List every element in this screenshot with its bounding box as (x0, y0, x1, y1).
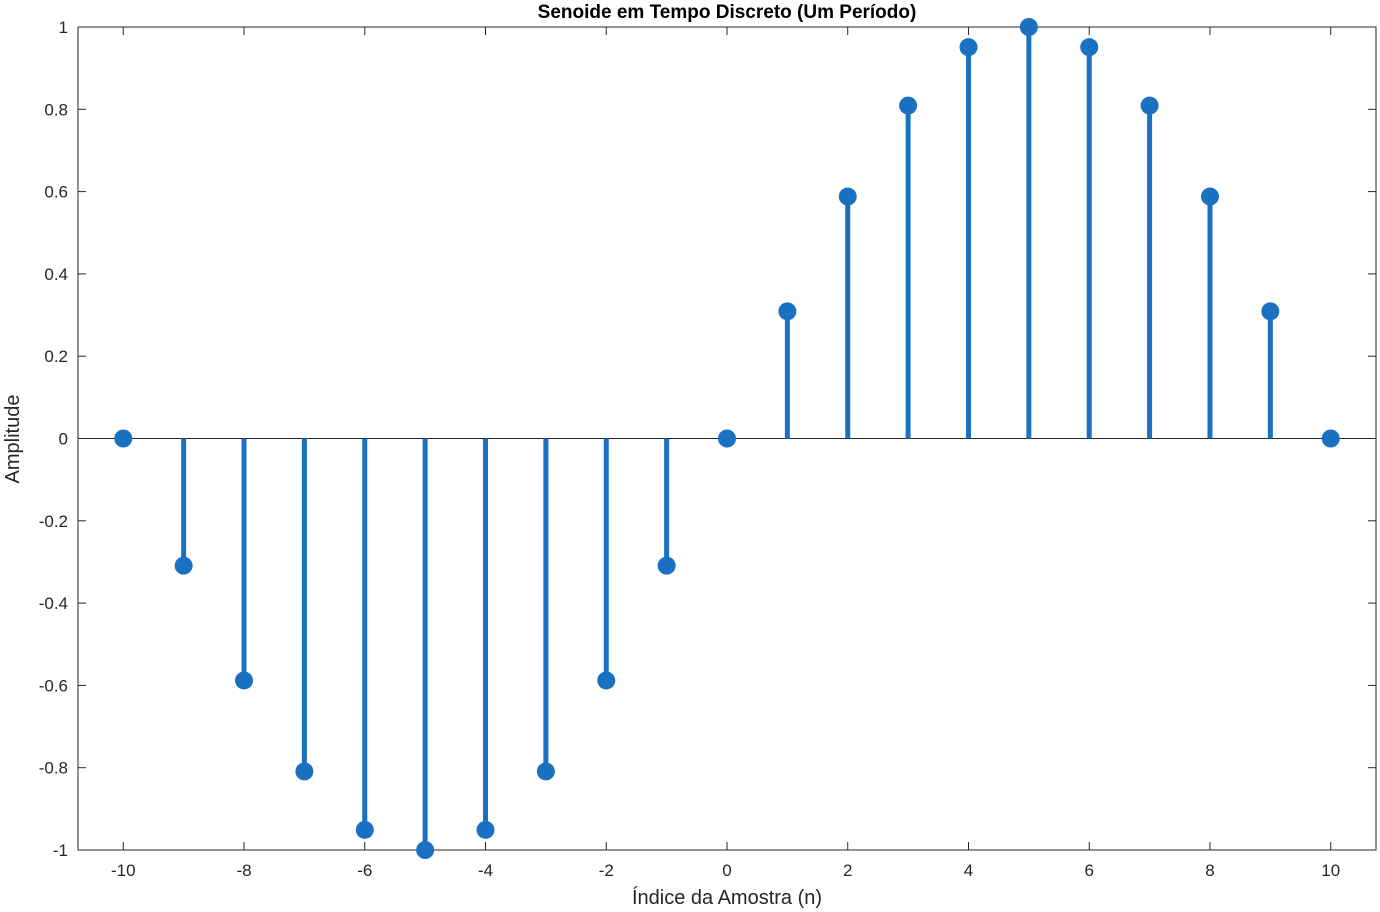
stem-marker (838, 187, 857, 206)
stem-marker (235, 671, 254, 690)
stem-marker (1019, 18, 1038, 36)
x-tick-label: -6 (357, 861, 372, 880)
x-tick-label: -8 (236, 861, 251, 880)
stem-marker (1080, 38, 1099, 57)
x-tick-label: 6 (1084, 861, 1093, 880)
stem-marker (174, 556, 193, 575)
x-axis-label: Índice da Amostra (n) (632, 886, 822, 909)
stem-marker (536, 762, 555, 781)
y-tick-label: 0.4 (44, 265, 68, 284)
stem-marker (355, 820, 374, 839)
x-tick-label: -10 (111, 861, 136, 880)
y-tick-label: 0 (59, 430, 68, 449)
stem-marker (657, 556, 676, 575)
y-tick-label: -0.6 (39, 676, 68, 695)
y-tick-label: -0.4 (39, 594, 68, 613)
y-axis-label: Amplitude (2, 395, 24, 484)
ticks: -10 -8 -6 -4 -2 0 2 4 6 8 10 -1 -0.8 -0.6 -0.4 -0.2 0 0.2… (39, 18, 1376, 880)
stem-marker (295, 762, 314, 781)
stem-marker (1321, 429, 1340, 448)
stem-marker (899, 96, 918, 115)
stem-marker (1261, 302, 1280, 321)
stems (181, 27, 1273, 850)
y-tick-label: 0.6 (44, 183, 68, 202)
stem-marker (416, 841, 435, 859)
y-tick-label: -1 (53, 841, 68, 860)
stem-marker (1140, 96, 1159, 115)
x-tick-label: -4 (478, 861, 493, 880)
y-tick-label: -0.8 (39, 759, 68, 778)
stem-marker (597, 671, 616, 690)
stem-marker (718, 429, 736, 448)
stem-marker (476, 820, 495, 839)
x-tick-label: -2 (599, 861, 614, 880)
y-tick-label: -0.2 (39, 512, 68, 531)
chart-title: Senoide em Tempo Discreto (Um Período) (538, 2, 917, 23)
markers (114, 18, 1340, 859)
x-tick-label: 10 (1321, 861, 1340, 880)
stem-marker (114, 429, 133, 448)
y-tick-label: 1 (59, 18, 68, 37)
y-tick-label: 0.8 (44, 100, 68, 119)
x-tick-label: 4 (964, 861, 973, 880)
y-tick-label: 0.2 (44, 347, 68, 366)
x-tick-label: 0 (722, 861, 731, 880)
stem-marker (1200, 187, 1219, 206)
stem-marker (778, 302, 797, 321)
stem-marker (959, 38, 978, 57)
x-tick-label: 8 (1205, 861, 1214, 880)
x-tick-label: 2 (843, 861, 852, 880)
